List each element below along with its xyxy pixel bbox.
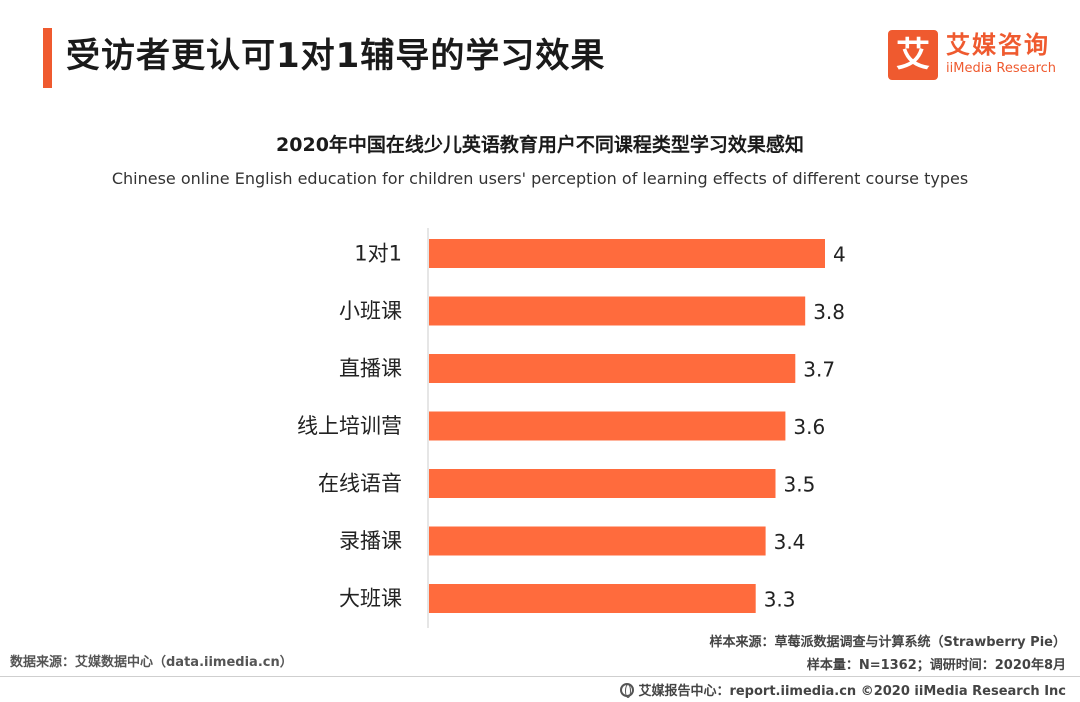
data-source-note: 数据来源：艾媒数据中心（data.iimedia.cn）: [10, 655, 293, 670]
bar: [429, 526, 766, 556]
value-label: 4: [833, 243, 846, 267]
page-title: 受访者更认可1对1辅导的学习效果: [66, 36, 606, 76]
value-label: 3.5: [784, 473, 816, 497]
globe-icon: [620, 683, 635, 698]
title-accent-bar: [43, 28, 52, 88]
bar: [429, 469, 776, 498]
value-label: 3.8: [813, 300, 845, 324]
logo-name-en: iiMedia Research: [946, 61, 1057, 76]
logo-mark-icon: 艾: [888, 30, 938, 80]
value-label: 3.6: [793, 415, 825, 439]
category-label: 线上培训营: [297, 414, 402, 438]
footer-divider: [0, 676, 1080, 677]
sample-source-note: 样本来源：草莓派数据调查与计算系统（Strawberry Pie）: [709, 635, 1066, 650]
category-label: 录播课: [339, 529, 402, 553]
category-label: 直播课: [339, 357, 402, 381]
report-center-note: 艾媒报告中心：report.iimedia.cn ©2020 iiMedia R…: [620, 680, 1066, 699]
bar: [429, 296, 806, 326]
bar: [429, 411, 786, 441]
value-label: 3.7: [803, 358, 835, 382]
category-label: 小班课: [339, 299, 402, 323]
sample-size-note: 样本量：N=1362；调研时间：2020年8月: [806, 658, 1066, 673]
report-center-text: 艾媒报告中心：report.iimedia.cn ©2020 iiMedia R…: [638, 684, 1066, 699]
value-label: 3.4: [774, 530, 806, 554]
chart-subtitle: Chinese online English education for chi…: [111, 169, 969, 188]
logo-name-cn: 艾媒咨询: [946, 31, 1050, 59]
iimedia-logo: 艾 艾媒咨询 iiMedia Research: [888, 30, 1068, 82]
bar: [429, 354, 796, 383]
chart-title: 2020年中国在线少儿英语教育用户不同课程类型学习效果感知: [276, 134, 804, 156]
category-label: 大班课: [339, 587, 402, 611]
bar: [429, 584, 756, 613]
bar: [429, 239, 825, 268]
category-label: 1对1: [354, 242, 402, 266]
category-label: 在线语音: [318, 472, 402, 496]
value-label: 3.3: [764, 588, 796, 612]
